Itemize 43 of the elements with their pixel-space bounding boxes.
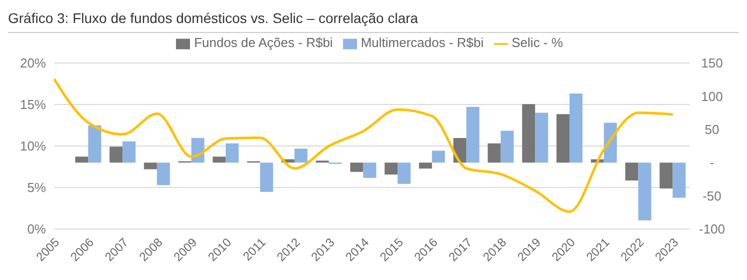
bar bbox=[122, 141, 136, 163]
bar bbox=[418, 162, 432, 169]
y-tick-label: 20% bbox=[20, 56, 46, 71]
y2-tick-label: -100 bbox=[698, 222, 726, 237]
bar bbox=[110, 146, 123, 163]
bar bbox=[398, 162, 411, 184]
y2-tick-label: - bbox=[710, 155, 714, 170]
bar bbox=[672, 162, 686, 198]
chart-title: Gráfico 3: Fluxo de fundos domésticos vs. Selic – correlação clara bbox=[8, 8, 739, 33]
bar bbox=[226, 143, 239, 163]
y-tick-label: 5% bbox=[27, 180, 46, 196]
bar bbox=[625, 162, 638, 181]
bar bbox=[500, 130, 514, 163]
bar bbox=[535, 112, 548, 163]
bar bbox=[212, 156, 226, 163]
bar bbox=[522, 104, 536, 163]
y-tick-label: 0% bbox=[27, 222, 46, 237]
bar bbox=[569, 94, 582, 163]
bar bbox=[75, 156, 88, 163]
legend-label: Multimercados - R$bi bbox=[360, 35, 484, 50]
bar bbox=[556, 114, 570, 163]
line-series bbox=[54, 78, 674, 213]
y-tick-label: 15% bbox=[20, 97, 46, 112]
y2-tick-label: 150 bbox=[701, 56, 723, 71]
bar bbox=[466, 106, 480, 163]
bar bbox=[260, 162, 274, 192]
bar bbox=[363, 162, 376, 178]
bar bbox=[156, 162, 170, 186]
legend-label: Selic - % bbox=[512, 35, 563, 50]
bar bbox=[638, 162, 652, 220]
y-tick-label: 10% bbox=[20, 138, 46, 154]
bar bbox=[384, 162, 398, 175]
bar bbox=[294, 148, 308, 163]
bar bbox=[660, 162, 673, 188]
legend-label: Fundos de Ações - R$bi bbox=[194, 35, 333, 50]
y2-tick-label: -50 bbox=[702, 188, 722, 204]
bar bbox=[350, 162, 364, 172]
y2-tick-label: 50 bbox=[704, 122, 720, 138]
y2-tick-label: 100 bbox=[701, 88, 723, 104]
bar bbox=[488, 143, 501, 163]
bar bbox=[144, 162, 157, 170]
bar bbox=[432, 150, 445, 163]
bar bbox=[88, 125, 102, 163]
